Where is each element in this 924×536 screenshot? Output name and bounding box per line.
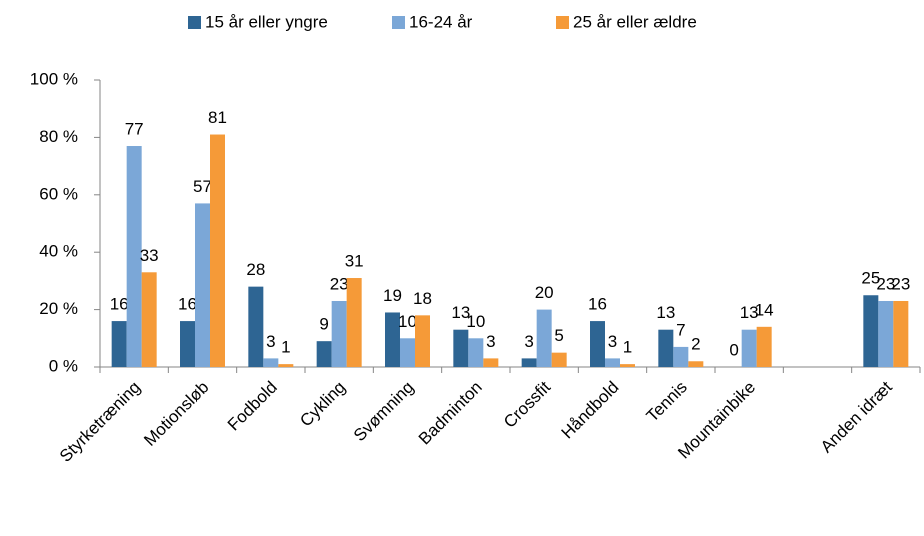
legend-label: 15 år eller yngre <box>205 12 328 31</box>
bar <box>658 329 674 367</box>
data-label: 5 <box>554 326 563 345</box>
legend-swatch <box>392 16 405 29</box>
bar <box>248 286 264 367</box>
data-label: 3 <box>608 332 617 351</box>
bar <box>278 364 294 367</box>
bar <box>195 203 210 367</box>
bar <box>415 315 430 367</box>
data-label: 10 <box>398 312 417 331</box>
bar <box>126 146 142 367</box>
bar <box>521 358 537 367</box>
bar <box>210 134 225 367</box>
bar <box>620 364 635 367</box>
data-label: 23 <box>891 274 910 293</box>
bar <box>483 358 499 367</box>
bar <box>878 300 894 367</box>
x-tick-label: Fodbold <box>224 378 281 435</box>
y-tick-label: 0 % <box>49 356 78 375</box>
y-tick-label: 20 % <box>39 299 78 318</box>
bar <box>141 272 157 367</box>
y-tick-label: 80 % <box>39 127 78 146</box>
y-tick-label: 60 % <box>39 184 78 203</box>
data-label: 31 <box>345 252 364 271</box>
bar <box>536 309 552 367</box>
bar <box>756 326 772 367</box>
bar <box>688 361 704 367</box>
data-label: 0 <box>729 340 738 359</box>
x-tick-label: Tennis <box>643 378 691 426</box>
bar <box>741 329 757 367</box>
bar <box>673 346 689 367</box>
bar <box>605 358 620 367</box>
x-tick-label: Motionsløb <box>140 378 212 450</box>
data-label: 3 <box>524 332 533 351</box>
x-tick-label: Håndbold <box>558 378 623 443</box>
bar <box>590 321 605 367</box>
x-tick-label: Badminton <box>415 378 486 449</box>
bar <box>893 300 909 367</box>
x-tick-label: Styrketræning <box>56 378 144 466</box>
data-label: 13 <box>740 303 759 322</box>
bar <box>385 312 400 367</box>
data-label: 33 <box>140 246 159 265</box>
bar <box>468 338 484 367</box>
data-label: 19 <box>383 286 402 305</box>
data-label: 13 <box>451 303 470 322</box>
data-label: 23 <box>330 274 349 293</box>
x-tick-label: Anden idræt <box>817 377 896 456</box>
x-tick-label: Svømning <box>350 378 418 446</box>
data-label: 77 <box>125 119 144 138</box>
legend-label: 16-24 år <box>409 12 473 31</box>
data-label: 16 <box>110 295 129 314</box>
legend-label: 25 år eller ældre <box>573 12 697 31</box>
legend-swatch <box>188 16 201 29</box>
data-label: 57 <box>193 177 212 196</box>
data-label: 16 <box>178 295 197 314</box>
data-label: 10 <box>466 312 485 331</box>
data-label: 81 <box>208 108 227 127</box>
data-label: 7 <box>676 320 685 339</box>
bar <box>453 329 469 367</box>
legend-swatch <box>556 16 569 29</box>
bar <box>400 338 415 367</box>
data-label: 23 <box>876 274 895 293</box>
bar <box>316 341 332 367</box>
bar <box>331 300 347 367</box>
data-label: 2 <box>691 335 700 354</box>
x-tick-label: Crossfit <box>500 377 554 431</box>
bar <box>180 321 195 367</box>
data-label: 9 <box>319 315 328 334</box>
data-label: 25 <box>861 269 880 288</box>
data-label: 1 <box>623 338 632 357</box>
data-label: 18 <box>413 289 432 308</box>
bar <box>263 358 279 367</box>
data-label: 20 <box>535 283 554 302</box>
data-label: 14 <box>755 300 774 319</box>
bar <box>346 278 362 367</box>
data-label: 28 <box>246 260 265 279</box>
y-tick-label: 100 % <box>30 69 78 88</box>
data-label: 1 <box>281 338 290 357</box>
data-label: 13 <box>656 303 675 322</box>
bar <box>551 352 567 367</box>
y-tick-label: 40 % <box>39 242 78 261</box>
x-tick-label: Cykling <box>296 378 349 431</box>
data-label: 3 <box>486 332 495 351</box>
bar <box>863 295 879 367</box>
data-label: 3 <box>266 332 275 351</box>
data-label: 16 <box>588 295 607 314</box>
bar <box>111 321 127 367</box>
